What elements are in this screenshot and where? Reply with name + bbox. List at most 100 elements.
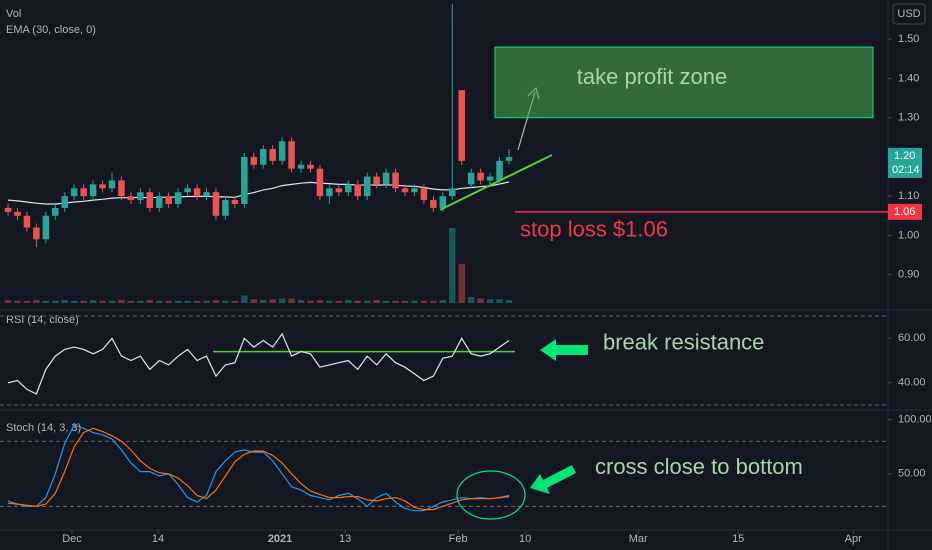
volume-bar	[80, 300, 87, 303]
volume-bar	[231, 300, 239, 303]
volume-bar	[118, 300, 125, 303]
candle-body	[430, 200, 437, 208]
candle-body	[335, 188, 343, 193]
volume-bar	[14, 300, 21, 303]
x-tick-label: Feb	[449, 533, 468, 545]
candle-body	[89, 184, 97, 197]
y-tick-label: 1.00	[898, 229, 919, 241]
candle-body	[496, 160, 503, 181]
x-tick-label: 13	[339, 533, 351, 545]
candle-body	[99, 184, 106, 189]
candle-body	[259, 149, 267, 165]
candle-body	[52, 207, 59, 216]
volume-bar	[70, 300, 78, 303]
volume-bar	[127, 300, 135, 303]
volume-bar	[363, 300, 371, 303]
candle-body	[212, 192, 220, 216]
ema-label: EMA (30, close, 0)	[6, 24, 96, 36]
volume-bar	[23, 300, 31, 303]
arrow	[540, 339, 588, 361]
volume-bar	[392, 300, 399, 303]
volume-bar	[345, 300, 352, 303]
countdown: 02:14	[892, 164, 920, 176]
volume-bar	[477, 298, 484, 303]
candle-body	[449, 188, 456, 197]
candle-body	[146, 192, 154, 208]
candle-body	[108, 180, 116, 189]
candle-body	[174, 192, 182, 204]
volume-bar	[52, 300, 59, 303]
volume-bar	[108, 300, 116, 303]
volume-bar	[307, 300, 314, 303]
candle-body	[307, 164, 314, 169]
volume-bar	[174, 300, 182, 303]
volume-bar	[496, 299, 503, 303]
candle-body	[401, 188, 409, 193]
rsi-title: RSI (14, close)	[6, 314, 79, 326]
currency-box[interactable]	[892, 3, 926, 25]
volume-bar	[316, 300, 324, 303]
y-tick-label: 60.00	[898, 332, 926, 344]
x-tick-label: Mar	[629, 533, 648, 545]
y-tick-label: 40.00	[898, 377, 926, 389]
volume-bar	[137, 300, 144, 303]
series-line	[7, 332, 510, 395]
candle-body	[165, 196, 172, 204]
candle-body	[23, 215, 31, 228]
x-tick-label: Dec	[62, 533, 82, 545]
volume-bar	[382, 300, 390, 303]
candle-body	[80, 188, 87, 197]
volume-bar	[505, 300, 513, 303]
candle-body	[411, 188, 418, 193]
y-tick-label: 1.50	[898, 33, 919, 45]
candle-body	[477, 172, 484, 181]
volume-bar	[288, 298, 295, 303]
stoch-title: Stoch (14, 3, 3)	[6, 422, 81, 434]
candle-body	[363, 176, 371, 197]
x-tick-label: 15	[732, 533, 744, 545]
volume-bar	[99, 300, 106, 303]
candle-body	[288, 141, 295, 169]
candle-body	[297, 164, 305, 169]
volume-bar	[430, 300, 437, 303]
x-tick-label: 2021	[268, 533, 292, 545]
candle-body	[250, 156, 258, 165]
volume-bar	[156, 300, 163, 303]
candle-body	[70, 188, 78, 197]
candle-body	[278, 141, 286, 161]
series-line	[7, 427, 510, 511]
x-tick-label: 14	[152, 533, 164, 545]
candle-body	[184, 188, 191, 193]
volume-bar	[89, 300, 97, 303]
volume-bar	[449, 228, 456, 303]
candle-body	[137, 192, 144, 201]
volume-bar	[335, 300, 343, 303]
candle-body	[203, 192, 210, 197]
volume-bar	[458, 264, 465, 303]
volume-bar	[411, 300, 418, 303]
y-tick-label: 50.00	[898, 468, 926, 480]
candle-body	[61, 196, 68, 208]
volume-bar	[4, 300, 12, 303]
candle-body	[458, 90, 465, 161]
volume-bar	[61, 300, 68, 303]
take-profit-zone	[494, 46, 874, 119]
currency[interactable]: USD	[897, 8, 920, 20]
candle-body	[14, 211, 21, 216]
volume-bar	[203, 300, 210, 303]
volume-bar	[420, 300, 428, 303]
x-tick-label: 10	[519, 533, 531, 545]
candle-body	[345, 184, 352, 193]
volume-bar	[278, 298, 286, 303]
volume-bar	[222, 300, 229, 303]
candle-body	[486, 176, 494, 181]
candle-body	[33, 227, 40, 240]
volume-bar	[212, 300, 220, 303]
volume-bar	[467, 297, 475, 303]
candle-body	[118, 180, 125, 197]
stop-loss-tag-label: 1.06	[894, 206, 915, 218]
trendline	[439, 154, 553, 211]
y-tick-label: 0.90	[898, 269, 919, 281]
note-label: cross close to bottom	[595, 454, 803, 479]
